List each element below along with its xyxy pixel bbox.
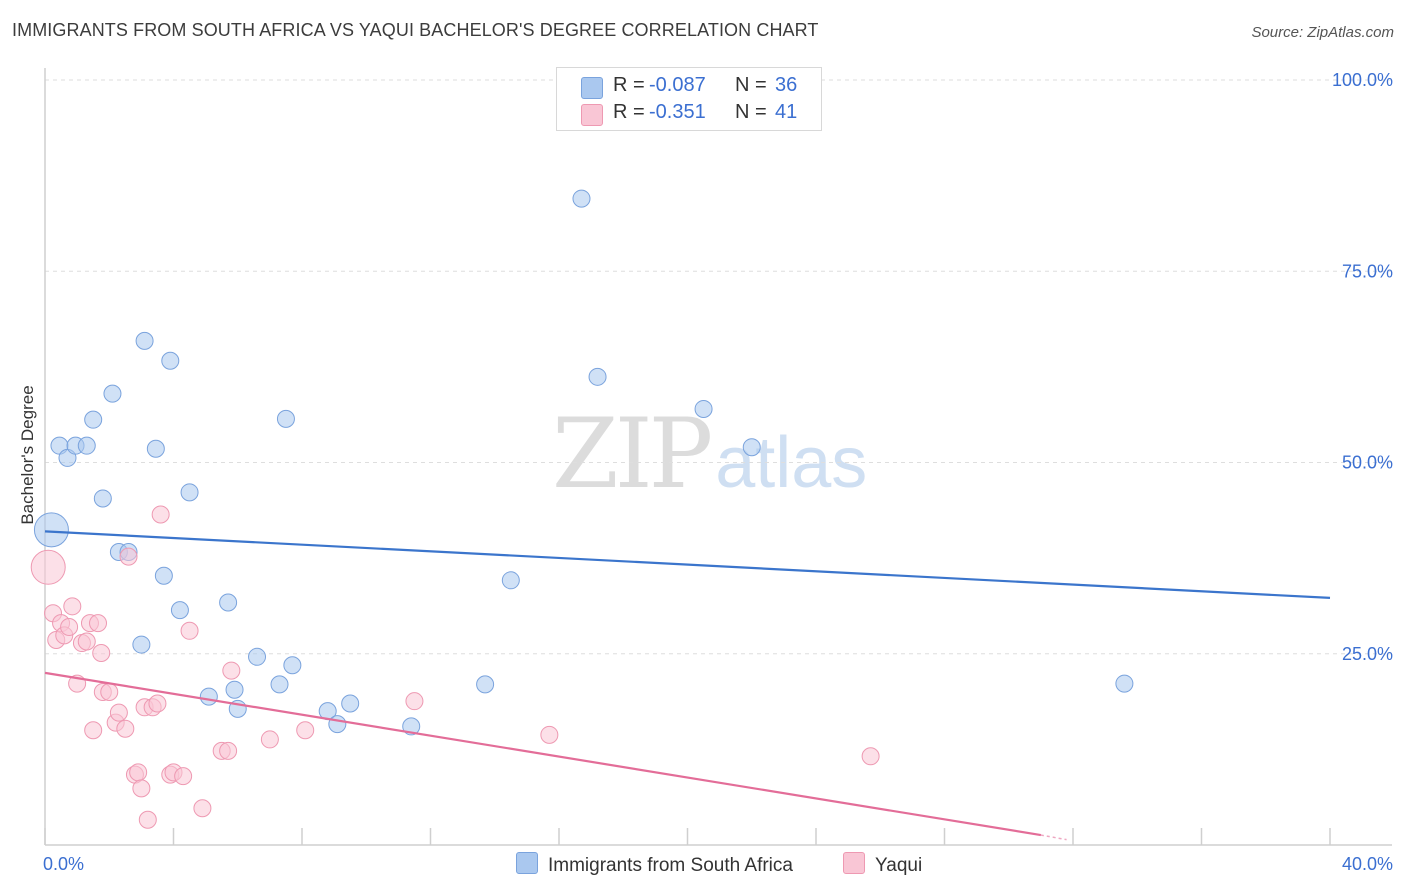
point-south-africa [199, 687, 218, 706]
point-yaqui [129, 763, 148, 782]
point-yaqui [148, 694, 167, 713]
bottom-legend-label-yaqui: Yaqui [875, 855, 923, 876]
point-south-africa [180, 483, 199, 502]
point-south-africa [132, 635, 151, 654]
y-tick-label: 100.0% [1332, 70, 1393, 90]
point-south-africa [572, 189, 591, 208]
bottom-legend-south-africa: Immigrants from South Africa [516, 852, 793, 877]
point-yaqui [151, 505, 170, 524]
point-south-africa [588, 367, 607, 386]
point-yaqui [116, 719, 135, 738]
bottom-legend-swatch-south-africa [516, 852, 538, 874]
point-south-africa [135, 331, 154, 350]
bottom-legend-swatch-yaqui [843, 852, 865, 874]
legend-n-value: 41 [775, 101, 798, 123]
point-yaqui [222, 661, 241, 680]
watermark: ZIPatlas [552, 398, 867, 510]
point-yaqui [540, 725, 559, 744]
point-south-africa [77, 436, 96, 455]
point-south-africa [161, 351, 180, 370]
point-south-africa [248, 647, 267, 666]
point-south-africa [276, 409, 295, 428]
y-tick-label: 75.0% [1342, 261, 1393, 281]
y-tick-label: 25.0% [1342, 644, 1393, 664]
chart-title: IMMIGRANTS FROM SOUTH AFRICA VS YAQUI BA… [12, 20, 819, 40]
legend-swatch-yaqui [581, 104, 603, 126]
legend-r-label: R = [613, 74, 645, 96]
point-yaqui [119, 547, 138, 566]
point-yaqui [100, 683, 119, 701]
point-yaqui [296, 721, 315, 740]
point-yaqui [89, 614, 108, 633]
point-south-africa [501, 571, 520, 590]
point-south-africa [93, 489, 112, 508]
point-yaqui [174, 767, 193, 786]
source-credit: Source: ZipAtlas.com [1251, 24, 1394, 41]
point-south-africa [328, 715, 347, 734]
bottom-legend-yaqui: Yaqui [843, 852, 922, 877]
legend-r-value: -0.087 [649, 74, 706, 96]
point-south-africa [219, 593, 238, 612]
watermark-zip: ZIP [552, 398, 713, 510]
point-south-africa [146, 439, 165, 458]
point-south-africa [742, 438, 761, 457]
legend-n-label: N = [735, 101, 767, 123]
trendline-south-africa [44, 530, 1331, 600]
legend-swatch-south-africa [581, 77, 603, 99]
point-yaqui [219, 741, 238, 760]
legend-n-value: 36 [775, 74, 798, 96]
x-tick-label: 40.0% [1342, 854, 1393, 874]
point-yaqui [405, 692, 424, 711]
point-yaqui [138, 810, 157, 829]
point-south-africa [103, 384, 122, 403]
trendline-yaqui-extension [1040, 834, 1067, 841]
point-south-africa [84, 410, 103, 429]
point-yaqui [84, 721, 103, 740]
point-south-africa [154, 566, 173, 585]
point-south-africa [1115, 674, 1134, 693]
x-tick-label: 0.0% [43, 854, 84, 874]
legend-r-label: R = [613, 101, 645, 123]
y-tick-label: 50.0% [1342, 453, 1393, 473]
legend-n-label: N = [735, 74, 767, 96]
point-yaqui [60, 617, 79, 636]
point-south-africa [341, 694, 360, 713]
point-yaqui [180, 621, 199, 640]
point-yaqui [77, 632, 96, 651]
trendline-yaqui [44, 671, 1042, 837]
legend-r-value: -0.351 [649, 101, 706, 123]
point-yaqui [92, 643, 111, 662]
point-south-africa [283, 656, 302, 675]
point-yaqui [63, 597, 82, 616]
point-south-africa [225, 680, 244, 699]
point-south-africa [270, 675, 289, 694]
point-south-africa [33, 512, 69, 548]
point-yaqui [109, 703, 128, 722]
point-south-africa [170, 601, 189, 620]
point-yaqui [861, 747, 880, 766]
point-south-africa [476, 675, 495, 694]
correlation-legend: R = -0.087 N = 36 R = -0.351 N = 41 [556, 67, 822, 131]
bottom-legend-label-south-africa: Immigrants from South Africa [548, 855, 793, 876]
point-south-africa [694, 399, 713, 418]
point-yaqui [193, 799, 212, 818]
point-yaqui [132, 779, 151, 798]
point-south-africa [402, 717, 421, 736]
point-yaqui [30, 549, 66, 585]
point-yaqui [260, 730, 279, 749]
